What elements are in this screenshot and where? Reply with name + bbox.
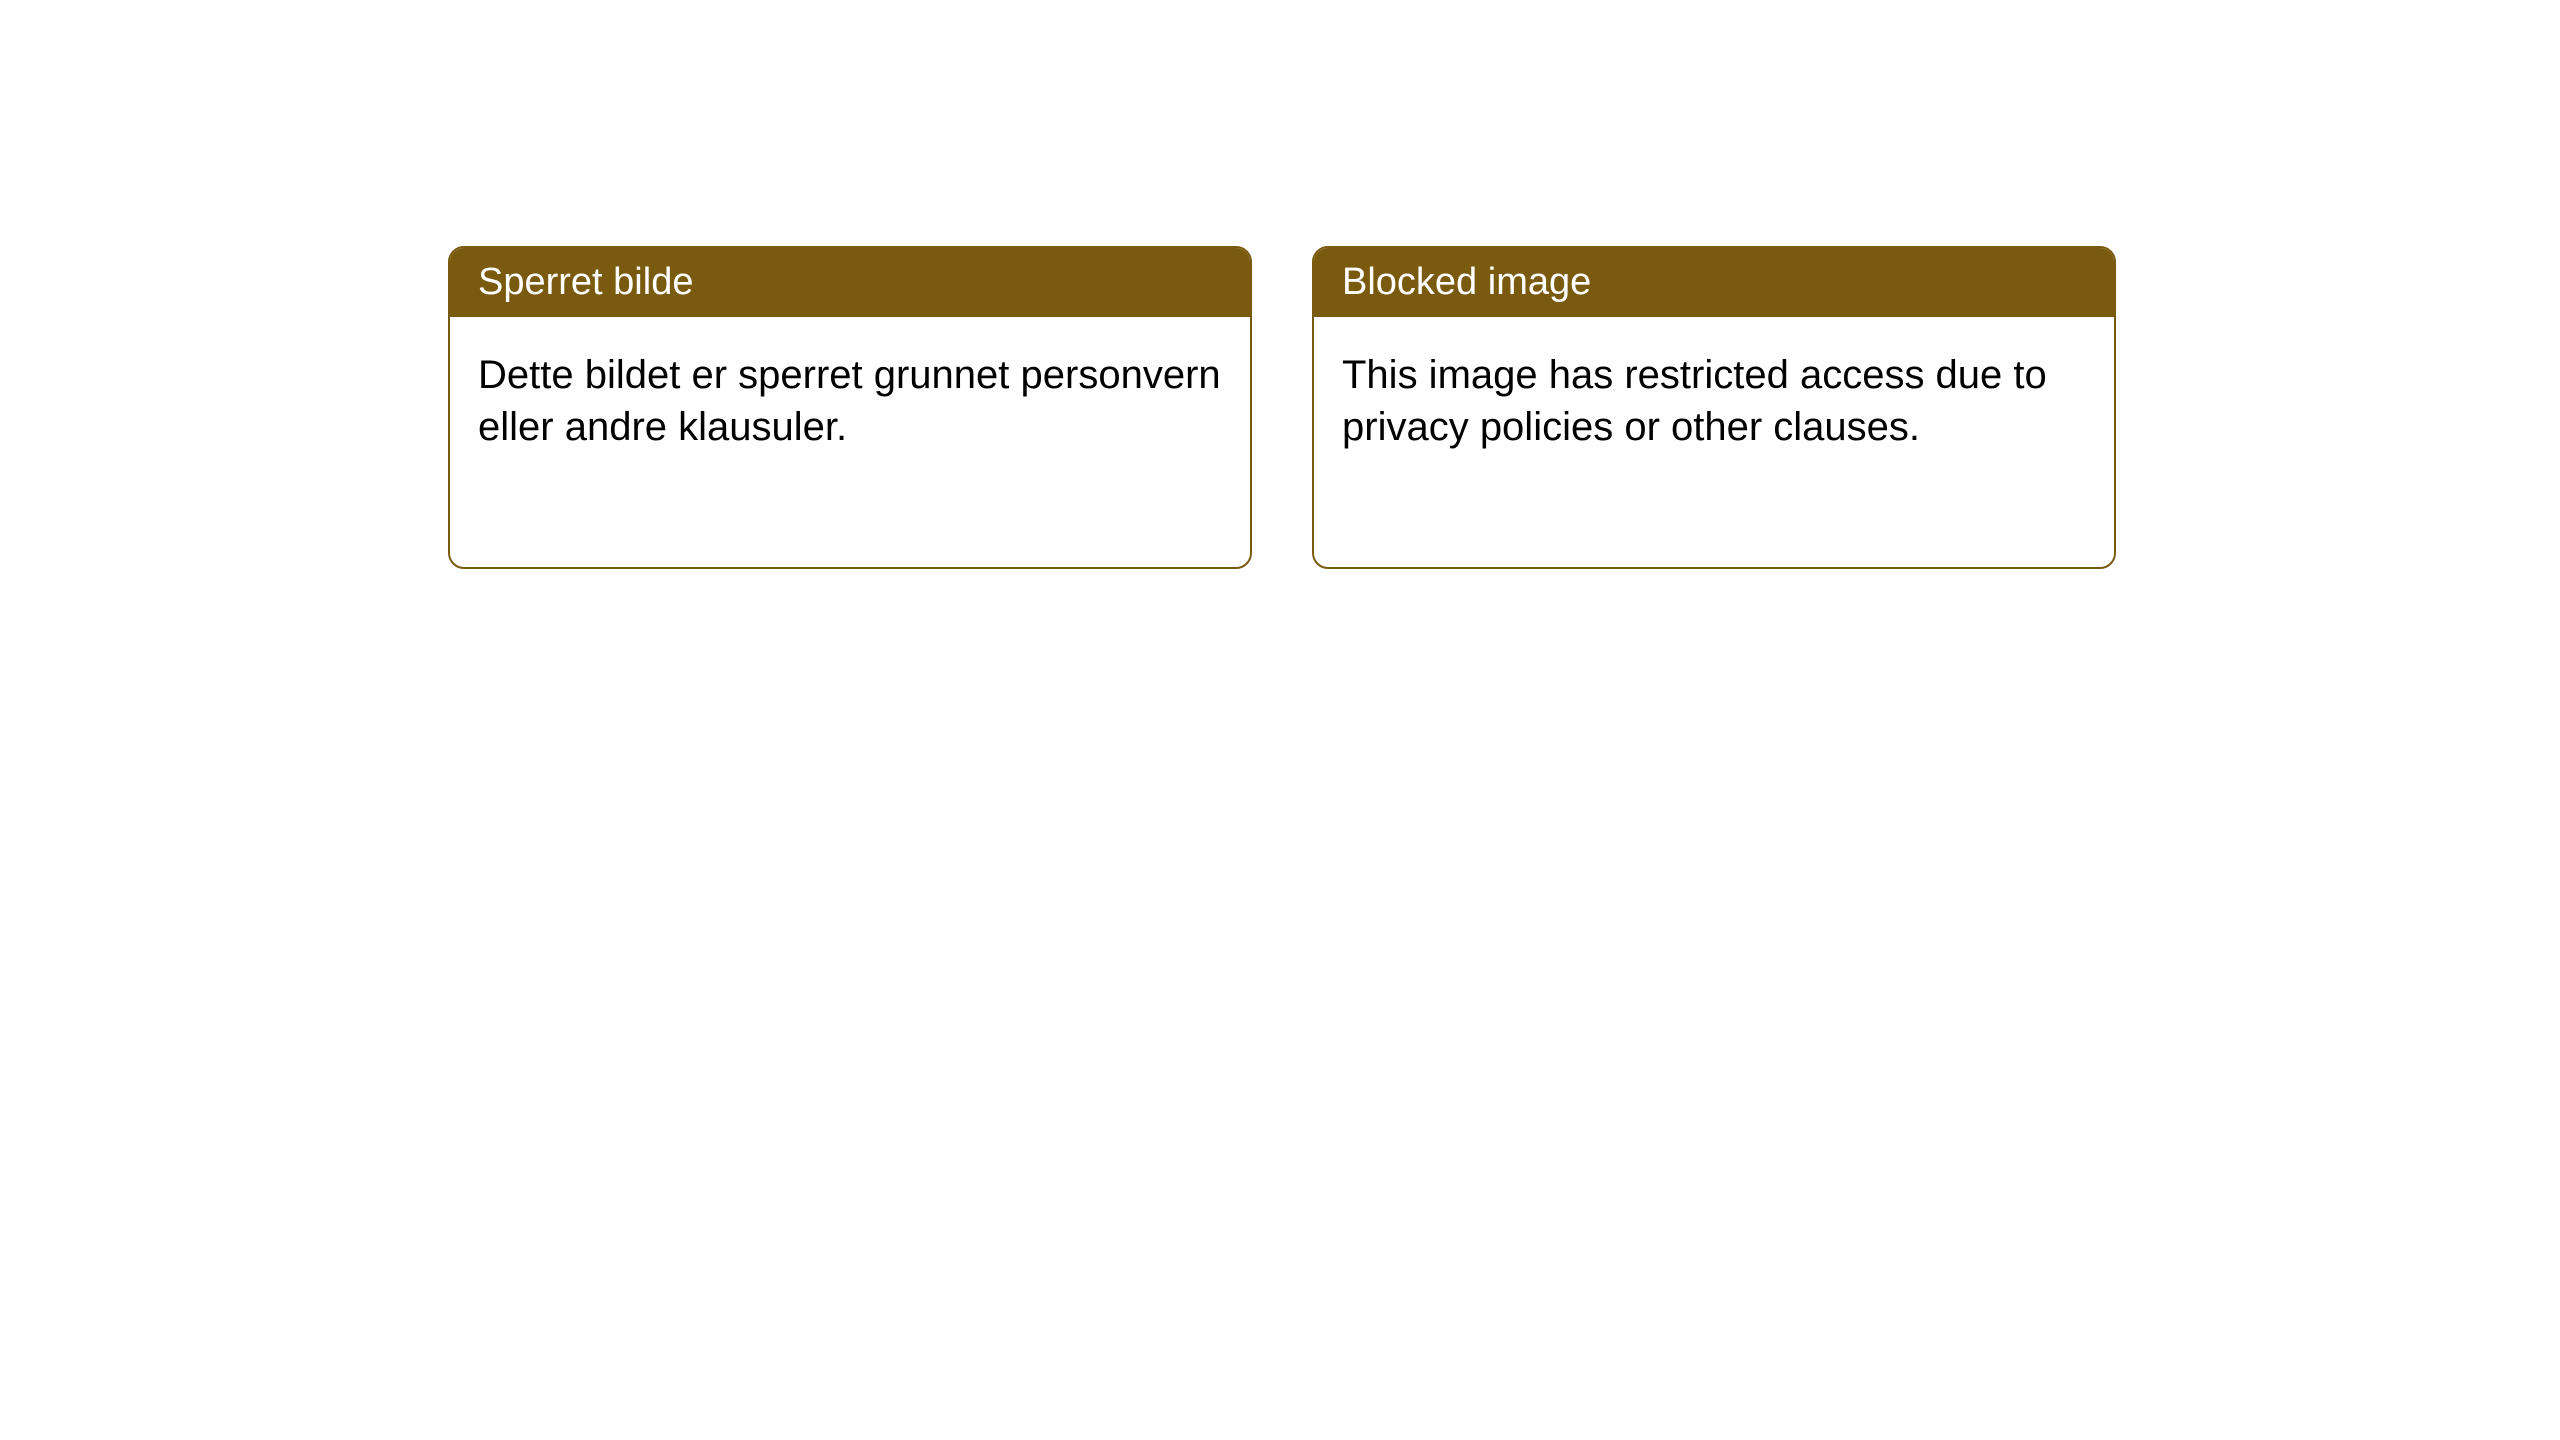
notice-card-norwegian: Sperret bilde Dette bildet er sperret gr… [448,246,1252,569]
notice-title: Sperret bilde [478,261,693,303]
notice-text: This image has restricted access due to … [1342,353,2047,449]
notice-body-norwegian: Dette bildet er sperret grunnet personve… [450,317,1250,567]
notice-header-english: Blocked image [1314,248,2114,317]
notice-header-norwegian: Sperret bilde [450,248,1250,317]
notice-title: Blocked image [1342,261,1591,303]
notice-body-english: This image has restricted access due to … [1314,317,2114,567]
notice-card-english: Blocked image This image has restricted … [1312,246,2116,569]
notice-text: Dette bildet er sperret grunnet personve… [478,353,1221,449]
notice-container: Sperret bilde Dette bildet er sperret gr… [0,0,2560,569]
